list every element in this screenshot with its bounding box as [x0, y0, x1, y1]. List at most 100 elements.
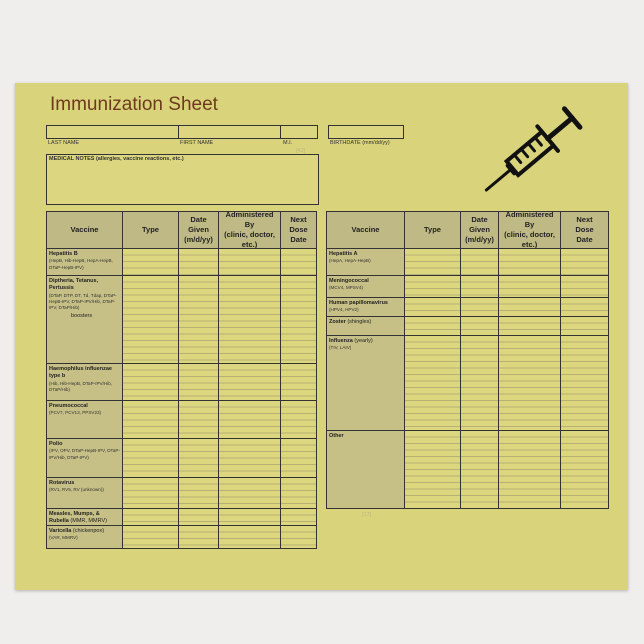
entry-cell — [405, 336, 461, 431]
entry-cell — [219, 478, 281, 509]
column-header: Vaccine — [47, 212, 123, 249]
vaccine-name: Influenza — [329, 338, 353, 344]
header-text: Date — [190, 214, 207, 224]
vaccine-name: Human papillomavirus — [329, 300, 388, 306]
entry-cell — [461, 298, 499, 317]
header-text: Vaccine — [351, 224, 380, 234]
last-name-box — [46, 125, 179, 139]
vaccine-cell: Zoster (shingles) — [327, 317, 405, 336]
vaccine-name: Zoster — [329, 319, 346, 325]
vaccine-name: Pneumococcal — [49, 403, 88, 409]
vaccine-detail: (DTaP, DTP, DT, Td, Tdap, DTaP-HepB-IPV,… — [49, 292, 117, 311]
header-text: etc.) — [521, 240, 538, 249]
entry-cell — [219, 364, 281, 401]
header-text: Next — [290, 214, 307, 224]
notes-box — [46, 154, 319, 205]
entry-cell — [123, 526, 179, 549]
entry-cell — [561, 336, 609, 431]
header-text: Vaccine — [70, 224, 99, 234]
entry-cell — [123, 439, 179, 478]
entry-cell — [499, 298, 561, 317]
entry-cell — [499, 249, 561, 276]
vaccine-cell: Meningococcal (MCV4, MPSV4) — [327, 276, 405, 298]
entry-cell — [561, 431, 609, 509]
vaccine-name: Polio — [49, 441, 63, 447]
vaccine-cell: Measles, Mumps, & Rubella (MMR, MMRV) — [47, 509, 123, 526]
vaccine-note: (shingles) — [347, 319, 372, 325]
vaccine-detail: (HepB, Hib-HepB, HepA-HepB, DTaP-HepB-IP… — [49, 258, 113, 270]
column-header: Administered By (clinic, doctor, etc.) — [499, 212, 561, 249]
vaccine-name: Meningococcal — [329, 278, 369, 284]
mi-box — [280, 125, 318, 139]
entry-cell — [219, 526, 281, 549]
entry-cell — [561, 298, 609, 317]
column-header: Date Given (m/d/yy) — [179, 212, 219, 249]
vaccine-cell: Hepatitis A (HepA, HepA-HepB) — [327, 249, 405, 276]
vaccine-detail: (RV1, RV5, RV (unknown)) — [49, 487, 104, 493]
vaccine-detail: (TIV, LAIV) — [329, 345, 352, 351]
vaccine-detail: (HPV4, HPV2) — [329, 307, 359, 313]
entry-cell — [179, 478, 219, 509]
entry-cell — [179, 249, 219, 276]
header-text: (m/d/yy) — [465, 235, 494, 245]
vaccine-cell: Rotavirus (RV1, RV5, RV (unknown)) — [47, 478, 123, 509]
header-text: Date — [576, 235, 593, 245]
entry-cell — [219, 249, 281, 276]
vaccine-note: (chickenpox) — [72, 528, 105, 534]
entry-cell — [179, 276, 219, 364]
entry-cell — [123, 249, 179, 276]
column-header: Vaccine — [327, 212, 405, 249]
entry-cell — [281, 439, 317, 478]
header-text: Date — [290, 235, 307, 245]
entry-cell — [123, 276, 179, 364]
vaccine-detail: (PCV7, PCV13, PPSV23) — [49, 410, 102, 416]
vaccine-detail: (HepA, HepA-HepB) — [329, 258, 371, 264]
entry-cell — [461, 317, 499, 336]
vaccine-table: Vaccine Type Date Given (m/d/yy) Administered… — [46, 211, 317, 549]
entry-cell — [499, 336, 561, 431]
header-text: Type — [142, 224, 159, 234]
entry-cell — [123, 478, 179, 509]
vaccine-cell: Polio (IPV, OPV, DTaP-HepB-IPV, DTaP-IPV/… — [47, 439, 123, 478]
birthdate-box — [328, 125, 404, 139]
label: FIRST NAME — [180, 140, 214, 146]
entry-cell — [405, 298, 461, 317]
entry-cell — [281, 401, 317, 439]
entry-cell — [179, 401, 219, 439]
column-header: Administered By (clinic, doctor, etc.) — [219, 212, 281, 249]
entry-cell — [561, 317, 609, 336]
entry-cell — [561, 249, 609, 276]
column-header: Next Dose Date — [281, 212, 317, 249]
entry-cell — [219, 401, 281, 439]
vaccine-detail: (Hib, Hib-HepB, DTaP-IPV/Hib, DTaP/Hib) — [49, 380, 113, 393]
title: Immunization Sheet — [50, 94, 218, 115]
vaccine-detail: (MCV4, MPSV4) — [329, 285, 363, 291]
header-text: Dose — [289, 224, 308, 234]
header-text: Date — [471, 214, 488, 224]
vaccine-table: Vaccine Type Date Given (m/d/yy) Administered… — [326, 211, 609, 509]
header-text: (clinic, doctor, — [504, 230, 555, 239]
vaccine-cell: Varicella (chickenpox) (VAR, MMRV) — [47, 526, 123, 549]
vaccine-detail: (VAR, MMRV) — [49, 535, 78, 541]
vaccine-name: Hepatitis B — [49, 251, 78, 257]
entry-cell — [179, 439, 219, 478]
vaccine-name: Rotavirus — [49, 480, 75, 486]
header-text: Dose — [575, 224, 594, 234]
entry-cell — [179, 509, 219, 526]
vaccine-cell: Pneumococcal (PCV7, PCV13, PPSV23) — [47, 401, 123, 439]
vaccine-name: Varicella — [49, 528, 72, 534]
header-text: Given — [188, 224, 209, 234]
entry-cell — [561, 276, 609, 298]
column-header: Type — [123, 212, 179, 249]
entry-cell — [281, 276, 317, 364]
entry-cell — [179, 526, 219, 549]
entry-cell — [461, 431, 499, 509]
entry-cell — [405, 249, 461, 276]
entry-cell — [219, 439, 281, 478]
entry-cell — [461, 336, 499, 431]
vaccine-cell: Hepatitis B (HepB, Hib-HepB, HepA-HepB, D… — [47, 249, 123, 276]
label: BIRTHDATE (mm/dd/yy) — [330, 140, 390, 146]
column-header: Next Dose Date — [561, 212, 609, 249]
vaccine-extra: boosters — [71, 313, 93, 320]
entry-cell — [123, 364, 179, 401]
